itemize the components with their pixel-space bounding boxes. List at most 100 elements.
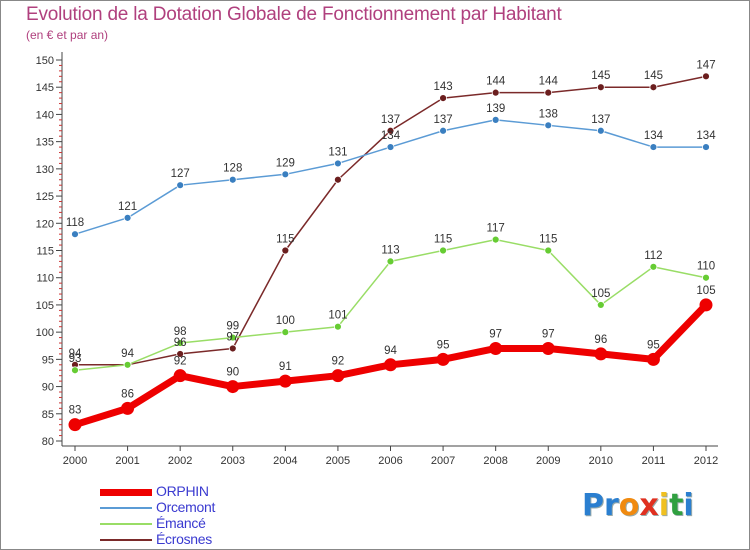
data-label: 129 (276, 157, 295, 169)
data-label: 138 (539, 108, 558, 120)
data-label: 117 (486, 223, 504, 235)
data-point (436, 352, 450, 366)
data-point (228, 175, 237, 184)
data-label: 115 (276, 234, 294, 246)
data-point (386, 126, 395, 135)
x-tick-label: 2009 (536, 455, 560, 467)
data-label: 118 (66, 217, 84, 229)
y-tick-label: 105 (36, 300, 54, 312)
data-label: 139 (486, 103, 505, 115)
data-point (702, 143, 710, 151)
data-point (71, 366, 79, 375)
logo-letter: i (658, 488, 670, 523)
data-label: 94 (69, 348, 82, 360)
data-label: 147 (696, 59, 715, 71)
data-label: 144 (486, 76, 506, 88)
data-point (702, 72, 710, 81)
data-point (491, 235, 500, 244)
logo-letter: r (604, 488, 619, 523)
data-label: 86 (121, 388, 134, 400)
chart-subtitle: (en € et par an) (26, 28, 109, 42)
y-tick-label: 85 (42, 409, 54, 421)
data-label: 112 (644, 250, 662, 262)
data-point (439, 246, 447, 255)
data-point (123, 360, 132, 369)
data-label: 96 (174, 337, 187, 349)
data-point (596, 83, 605, 92)
x-tick-label: 2007 (431, 455, 455, 467)
data-label: 137 (433, 114, 452, 126)
data-point (281, 328, 290, 337)
data-point (699, 298, 713, 312)
legend-swatch-emance (100, 523, 152, 525)
y-tick-label: 135 (36, 137, 54, 149)
data-point (596, 126, 605, 135)
data-point (491, 115, 500, 124)
x-tick-label: 2005 (326, 455, 350, 467)
x-tick-label: 2006 (378, 455, 402, 467)
data-point (334, 322, 342, 331)
data-label: 110 (697, 261, 715, 273)
y-tick-label: 125 (36, 191, 54, 203)
data-label: 127 (171, 168, 190, 180)
legend-swatch-orphin (100, 489, 152, 496)
data-point (68, 418, 82, 432)
data-label: 115 (434, 234, 452, 246)
data-point (649, 83, 658, 92)
y-tick-label: 90 (42, 382, 54, 394)
y-tick-label: 145 (36, 82, 54, 94)
data-point (541, 341, 555, 355)
legend-label-orcemont: Orcemont (156, 499, 216, 515)
data-label: 145 (644, 70, 663, 82)
data-point (646, 352, 660, 366)
chart-title: Evolution de la Dotation Globale de Fonc… (26, 4, 562, 25)
data-label: 92 (174, 356, 187, 368)
data-point (439, 94, 447, 102)
data-label: 90 (226, 367, 239, 379)
data-label: 134 (696, 130, 716, 142)
data-label: 100 (276, 315, 295, 327)
x-tick-label: 2000 (63, 455, 87, 467)
y-tick-label: 130 (36, 164, 54, 176)
data-point (544, 121, 553, 130)
data-point (384, 358, 397, 372)
data-label: 144 (539, 76, 559, 88)
data-label: 96 (594, 334, 607, 346)
y-tick-label: 100 (36, 327, 54, 339)
x-tick-label: 2010 (589, 455, 613, 467)
data-point (71, 230, 79, 239)
data-label: 97 (542, 328, 555, 340)
data-point (386, 257, 395, 266)
data-point (173, 369, 187, 383)
x-tick-label: 2008 (483, 455, 507, 467)
data-label: 131 (328, 146, 347, 158)
data-label: 134 (644, 130, 664, 142)
data-label: 143 (433, 81, 452, 93)
data-label: 137 (591, 114, 610, 126)
data-label: 97 (226, 331, 239, 343)
logo-letter: o (618, 488, 640, 523)
data-point (331, 369, 345, 383)
data-point (281, 246, 290, 255)
legend-label-ecrosnes: Écrosnes (156, 531, 212, 547)
data-point (123, 213, 132, 222)
x-tick-label: 2002 (168, 455, 192, 467)
data-point (281, 170, 290, 179)
data-point (544, 246, 553, 255)
data-label: 93 (69, 353, 82, 365)
data-point (491, 88, 500, 97)
x-tick-label: 2012 (694, 455, 718, 467)
data-label: 91 (279, 361, 292, 373)
data-point (228, 333, 237, 342)
y-tick-label: 140 (36, 109, 54, 121)
data-label: 115 (539, 234, 557, 246)
x-tick-label: 2003 (221, 455, 245, 467)
legend-label-orphin: ORPHIN (156, 483, 209, 499)
data-point (596, 301, 605, 309)
data-point (176, 350, 185, 358)
data-point (334, 159, 342, 168)
data-point (649, 143, 658, 151)
y-tick-label: 150 (36, 55, 54, 67)
data-point (228, 344, 237, 353)
